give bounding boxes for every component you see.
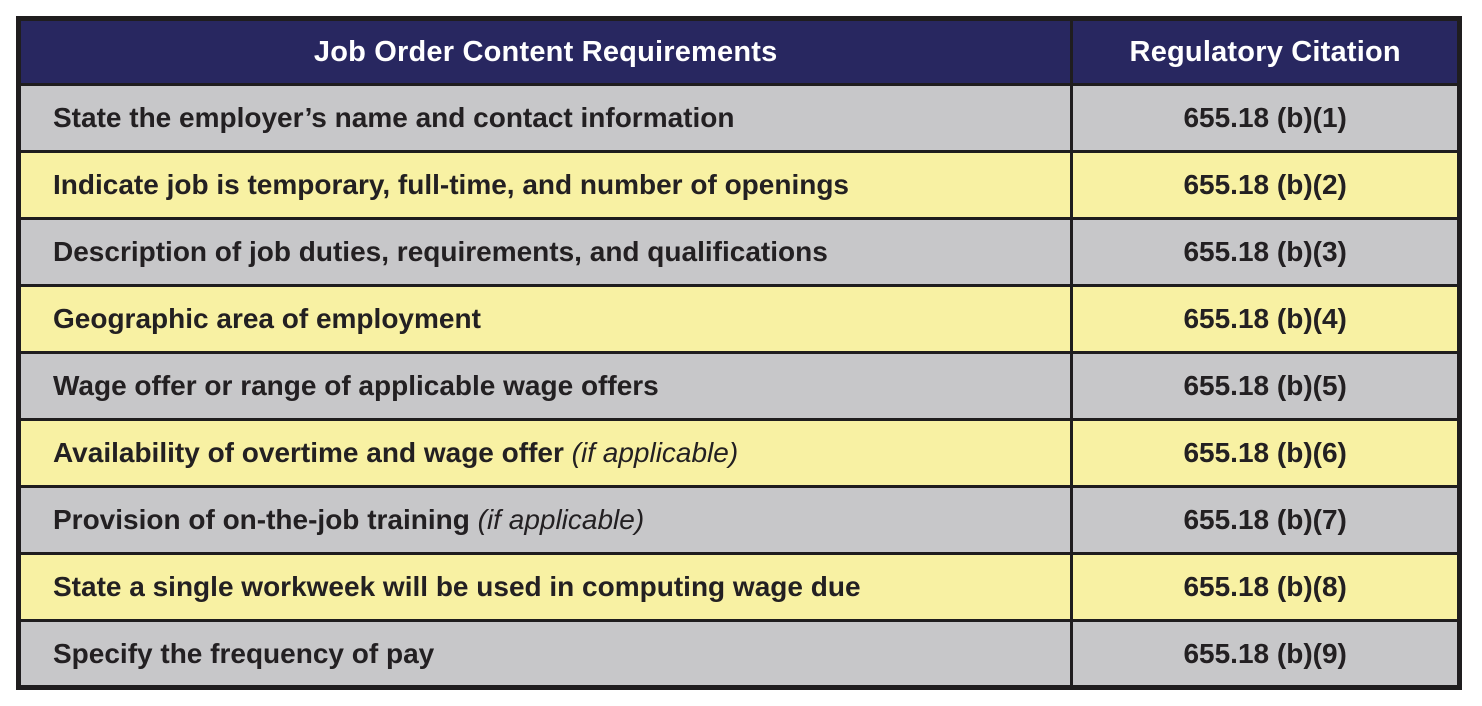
requirement-cell: Description of job duties, requirements,… <box>16 217 1074 287</box>
requirement-cell: Indicate job is temporary, full-time, an… <box>16 150 1074 220</box>
citation-cell: 655.18 (b)(6) <box>1070 418 1461 488</box>
requirement-text: Geographic area of employment <box>53 303 481 334</box>
requirement-cell: Wage offer or range of applicable wage o… <box>16 351 1074 421</box>
column-header-requirements: Job Order Content Requirements <box>16 17 1074 86</box>
requirement-text: Indicate job is temporary, full-time, an… <box>53 169 850 200</box>
citation-cell: 655.18 (b)(9) <box>1070 619 1461 689</box>
requirement-text: Wage offer or range of applicable wage o… <box>53 370 659 401</box>
requirement-cell: State a single workweek will be used in … <box>16 552 1074 622</box>
requirement-cell: Provision of on-the-job training (if app… <box>16 485 1074 555</box>
table-row: Provision of on-the-job training (if app… <box>16 485 1461 555</box>
requirement-text: State a single workweek will be used in … <box>53 571 861 602</box>
job-order-requirements-table: Job Order Content Requirements Regulator… <box>16 16 1462 690</box>
table-row: Indicate job is temporary, full-time, an… <box>16 150 1461 220</box>
requirement-text: Availability of overtime and wage offer <box>53 437 564 468</box>
requirement-cell: State the employer’s name and contact in… <box>16 83 1074 153</box>
requirement-note: (if applicable) <box>563 437 739 468</box>
table-row: Availability of overtime and wage offer … <box>16 418 1461 488</box>
requirement-cell: Geographic area of employment <box>16 284 1074 354</box>
requirement-cell: Specify the frequency of pay <box>16 619 1074 689</box>
column-header-citation: Regulatory Citation <box>1070 17 1461 86</box>
citation-cell: 655.18 (b)(3) <box>1070 217 1461 287</box>
table-row: Wage offer or range of applicable wage o… <box>16 351 1461 421</box>
citation-cell: 655.18 (b)(8) <box>1070 552 1461 622</box>
table-header: Job Order Content Requirements Regulator… <box>16 17 1461 86</box>
table-row: Description of job duties, requirements,… <box>16 217 1461 287</box>
requirement-text: Provision of on-the-job training <box>53 504 470 535</box>
table-row: State a single workweek will be used in … <box>16 552 1461 622</box>
citation-cell: 655.18 (b)(1) <box>1070 83 1461 153</box>
requirement-cell: Availability of overtime and wage offer … <box>16 418 1074 488</box>
citation-cell: 655.18 (b)(7) <box>1070 485 1461 555</box>
requirement-text: State the employer’s name and contact in… <box>53 102 735 133</box>
header-row: Job Order Content Requirements Regulator… <box>16 17 1461 86</box>
citation-cell: 655.18 (b)(2) <box>1070 150 1461 220</box>
requirement-text: Description of job duties, requirements,… <box>53 236 828 267</box>
table-row: Specify the frequency of pay 655.18 (b)(… <box>16 619 1461 689</box>
citation-cell: 655.18 (b)(4) <box>1070 284 1461 354</box>
table-row: Geographic area of employment 655.18 (b)… <box>16 284 1461 354</box>
table-body: State the employer’s name and contact in… <box>16 83 1461 689</box>
requirement-note: (if applicable) <box>469 504 645 535</box>
citation-cell: 655.18 (b)(5) <box>1070 351 1461 421</box>
requirement-text: Specify the frequency of pay <box>53 637 435 669</box>
table-row: State the employer’s name and contact in… <box>16 83 1461 153</box>
